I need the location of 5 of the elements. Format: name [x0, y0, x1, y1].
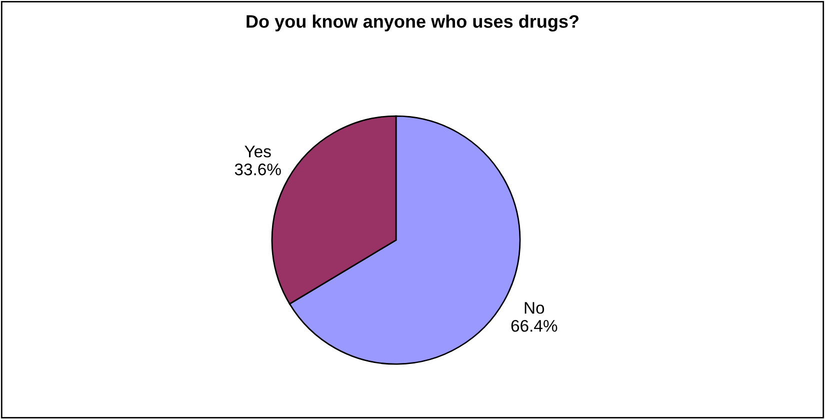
slice-label: No — [524, 302, 544, 314]
chart-title: Do you know anyone who uses drugs? — [246, 14, 579, 32]
data-label: 66.4% — [511, 320, 558, 332]
data-label: 33.6% — [234, 164, 281, 176]
slice-label: Yes — [244, 146, 271, 158]
